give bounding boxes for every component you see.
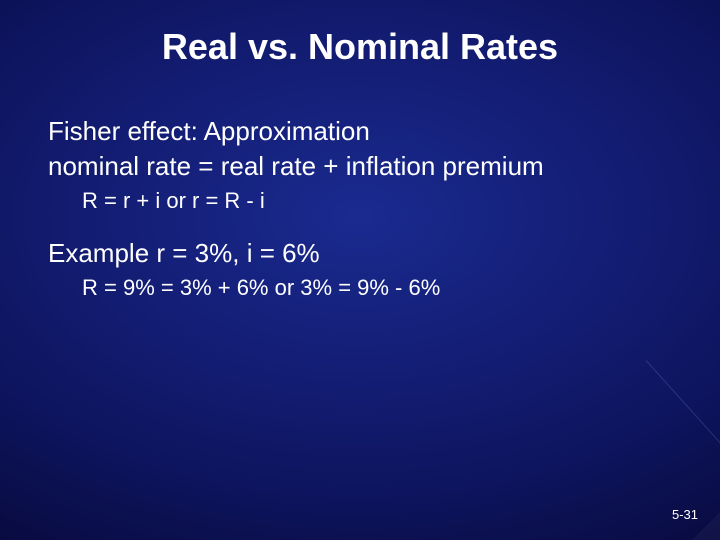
corner-decoration-line: [646, 360, 720, 450]
body-line-3: Example r = 3%, i = 6%: [48, 238, 672, 269]
body-sub-2: R = 9% = 3% + 6% or 3% = 9% - 6%: [82, 275, 672, 301]
body-line-2: nominal rate = real rate + inflation pre…: [48, 151, 672, 182]
body-line-1: Fisher effect: Approximation: [48, 116, 672, 147]
body-sub-1: R = r + i or r = R - i: [82, 188, 672, 214]
slide-title: Real vs. Nominal Rates: [48, 26, 672, 68]
slide: Real vs. Nominal Rates Fisher effect: Ap…: [0, 0, 720, 540]
corner-decoration: [692, 512, 720, 540]
